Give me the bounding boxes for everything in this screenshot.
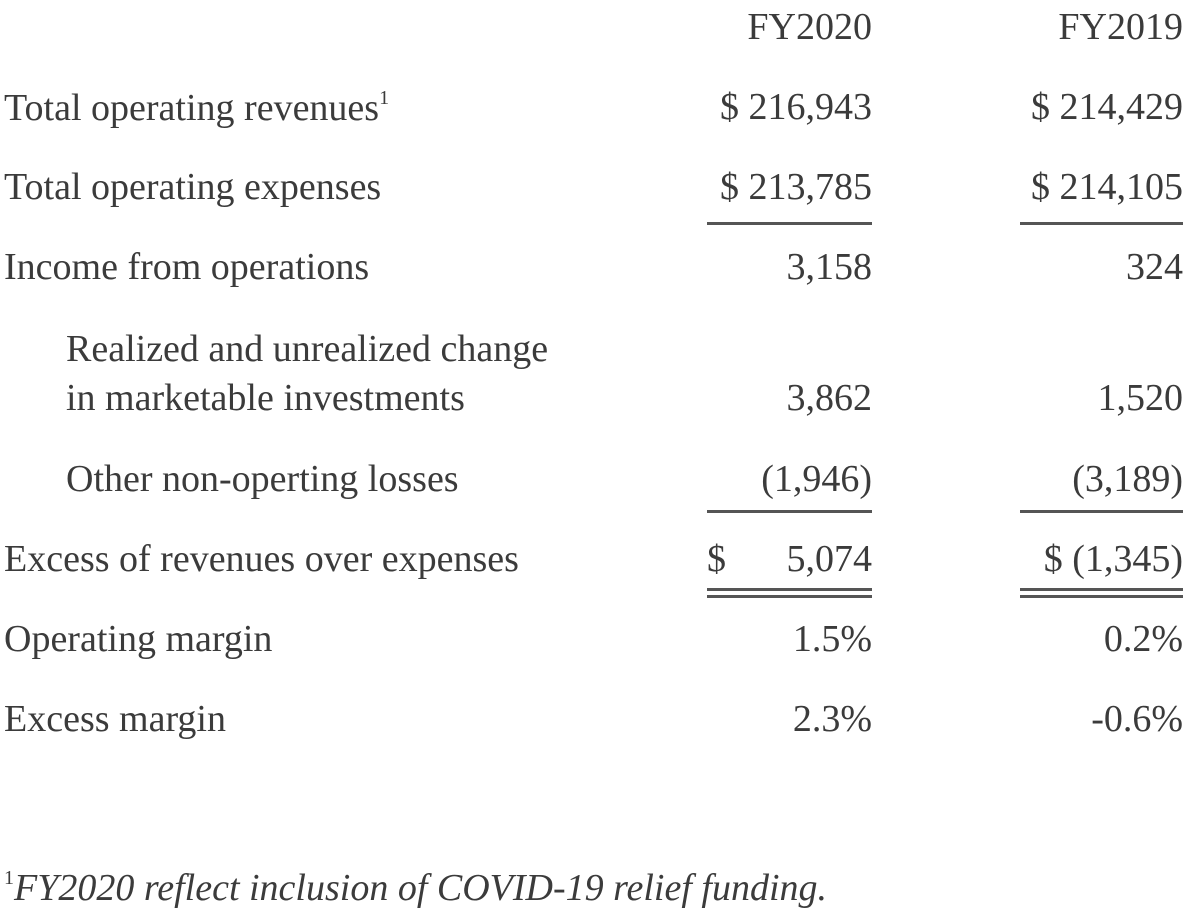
cell-value: 3,862 [786,377,873,419]
row-label: in marketable investments [66,377,465,419]
cell-value: $ 213,785 [720,166,872,208]
footnote-text: FY2020 reflect inclusion of COVID-19 rel… [14,867,828,909]
row-label: Income from operations [4,246,370,288]
cell-value: 0.2% [1103,618,1183,660]
cell-value: $ 214,105 [1031,166,1183,208]
cell-value: 2.3% [792,698,872,740]
row-label: Total operating revenues1 [4,87,390,129]
row-label: Other non-operting losses [66,458,459,500]
underline [1020,588,1183,591]
row-label: Realized and unrealized change [66,328,549,370]
footnote: 1FY2020 reflect inclusion of COVID-19 re… [4,868,827,907]
row-label: Total operating expenses [4,166,382,208]
currency-sign: $ [707,538,726,580]
footnote-mark: 1 [379,87,390,109]
row-label: Excess of revenues over expenses [4,538,519,580]
cell-value: 5,074 [786,538,873,580]
cell-value: $ 214,429 [1031,86,1183,128]
underline [1020,595,1183,598]
underline [707,510,872,513]
cell-value: $ 216,943 [720,86,872,128]
cell-value: 324 [1126,246,1183,288]
cell-value: (1,946) [761,458,872,500]
cell-value: $ (1,345) [1043,538,1183,580]
footnote-mark: 1 [4,867,14,889]
row-label: Operating margin [4,618,273,660]
underline [707,588,872,591]
underline [1020,510,1183,513]
cell-value: 1,520 [1097,377,1184,419]
column-header: FY2020 [747,6,872,48]
underline [707,595,872,598]
cell-value: 1.5% [792,618,872,660]
underline [1020,222,1183,225]
underline [707,222,872,225]
cell-value: -0.6% [1091,698,1183,740]
column-header: FY2019 [1058,6,1183,48]
cell-value: 3,158 [786,246,873,288]
cell-value: (3,189) [1072,458,1183,500]
row-label: Excess margin [4,698,226,740]
